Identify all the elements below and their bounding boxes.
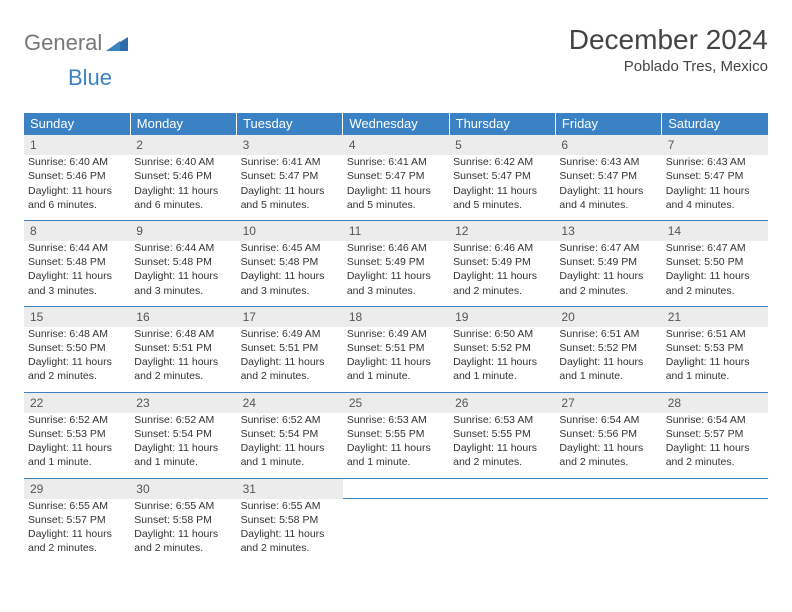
- day-info-row: Sunrise: 6:52 AMSunset: 5:53 PMDaylight:…: [24, 413, 768, 478]
- day-info: Sunrise: 6:41 AMSunset: 5:47 PMDaylight:…: [237, 155, 343, 220]
- day-info: Sunrise: 6:52 AMSunset: 5:54 PMDaylight:…: [130, 413, 236, 478]
- weekday-header: Sunday: [24, 113, 130, 135]
- logo: General: [24, 30, 112, 56]
- empty-cell: [662, 478, 768, 499]
- day-info: Sunrise: 6:54 AMSunset: 5:57 PMDaylight:…: [662, 413, 768, 478]
- day-number: 28: [662, 392, 768, 413]
- weekday-header-row: SundayMondayTuesdayWednesdayThursdayFrid…: [24, 113, 768, 135]
- day-info: Sunrise: 6:45 AMSunset: 5:48 PMDaylight:…: [237, 241, 343, 306]
- weekday-header: Wednesday: [343, 113, 449, 135]
- day-number: 8: [24, 220, 130, 241]
- day-info: Sunrise: 6:46 AMSunset: 5:49 PMDaylight:…: [343, 241, 449, 306]
- day-number: 17: [237, 306, 343, 327]
- empty-cell: [343, 499, 449, 564]
- day-info: Sunrise: 6:53 AMSunset: 5:55 PMDaylight:…: [449, 413, 555, 478]
- day-info: Sunrise: 6:40 AMSunset: 5:46 PMDaylight:…: [24, 155, 130, 220]
- weekday-header: Friday: [555, 113, 661, 135]
- day-number: 29: [24, 478, 130, 499]
- day-info: Sunrise: 6:54 AMSunset: 5:56 PMDaylight:…: [555, 413, 661, 478]
- month-title: December 2024: [569, 24, 768, 56]
- empty-cell: [555, 499, 661, 564]
- empty-cell: [555, 478, 661, 499]
- day-number: 6: [555, 135, 661, 156]
- day-info: Sunrise: 6:41 AMSunset: 5:47 PMDaylight:…: [343, 155, 449, 220]
- day-info: Sunrise: 6:46 AMSunset: 5:49 PMDaylight:…: [449, 241, 555, 306]
- empty-cell: [662, 499, 768, 564]
- day-number: 25: [343, 392, 449, 413]
- day-info-row: Sunrise: 6:40 AMSunset: 5:46 PMDaylight:…: [24, 155, 768, 220]
- day-info: Sunrise: 6:43 AMSunset: 5:47 PMDaylight:…: [555, 155, 661, 220]
- day-number: 27: [555, 392, 661, 413]
- day-info: Sunrise: 6:42 AMSunset: 5:47 PMDaylight:…: [449, 155, 555, 220]
- day-number: 11: [343, 220, 449, 241]
- day-number: 15: [24, 306, 130, 327]
- day-number: 26: [449, 392, 555, 413]
- day-info: Sunrise: 6:51 AMSunset: 5:53 PMDaylight:…: [662, 327, 768, 392]
- day-number: 22: [24, 392, 130, 413]
- day-number: 23: [130, 392, 236, 413]
- empty-cell: [449, 499, 555, 564]
- day-info: Sunrise: 6:55 AMSunset: 5:58 PMDaylight:…: [130, 499, 236, 564]
- day-number: 4: [343, 135, 449, 156]
- day-info: Sunrise: 6:49 AMSunset: 5:51 PMDaylight:…: [237, 327, 343, 392]
- weekday-header: Tuesday: [237, 113, 343, 135]
- day-info: Sunrise: 6:40 AMSunset: 5:46 PMDaylight:…: [130, 155, 236, 220]
- logo-word1: General: [24, 30, 102, 56]
- day-number: 5: [449, 135, 555, 156]
- day-info: Sunrise: 6:53 AMSunset: 5:55 PMDaylight:…: [343, 413, 449, 478]
- day-number: 24: [237, 392, 343, 413]
- day-number: 9: [130, 220, 236, 241]
- day-number: 30: [130, 478, 236, 499]
- day-info: Sunrise: 6:55 AMSunset: 5:57 PMDaylight:…: [24, 499, 130, 564]
- day-info: Sunrise: 6:49 AMSunset: 5:51 PMDaylight:…: [343, 327, 449, 392]
- day-info: Sunrise: 6:44 AMSunset: 5:48 PMDaylight:…: [24, 241, 130, 306]
- day-info-row: Sunrise: 6:48 AMSunset: 5:50 PMDaylight:…: [24, 327, 768, 392]
- day-number-row: 891011121314: [24, 220, 768, 241]
- day-number: 19: [449, 306, 555, 327]
- day-number: 20: [555, 306, 661, 327]
- day-number-row: 1234567: [24, 135, 768, 156]
- day-info: Sunrise: 6:50 AMSunset: 5:52 PMDaylight:…: [449, 327, 555, 392]
- day-number: 16: [130, 306, 236, 327]
- logo-word2: Blue: [68, 65, 112, 90]
- day-number: 14: [662, 220, 768, 241]
- day-number: 10: [237, 220, 343, 241]
- day-number: 3: [237, 135, 343, 156]
- day-info: Sunrise: 6:52 AMSunset: 5:54 PMDaylight:…: [237, 413, 343, 478]
- day-number: 21: [662, 306, 768, 327]
- day-number: 13: [555, 220, 661, 241]
- day-info: Sunrise: 6:43 AMSunset: 5:47 PMDaylight:…: [662, 155, 768, 220]
- day-number: 2: [130, 135, 236, 156]
- day-info: Sunrise: 6:48 AMSunset: 5:50 PMDaylight:…: [24, 327, 130, 392]
- weekday-header: Monday: [130, 113, 236, 135]
- day-info: Sunrise: 6:55 AMSunset: 5:58 PMDaylight:…: [237, 499, 343, 564]
- day-info: Sunrise: 6:44 AMSunset: 5:48 PMDaylight:…: [130, 241, 236, 306]
- empty-cell: [449, 478, 555, 499]
- day-info: Sunrise: 6:48 AMSunset: 5:51 PMDaylight:…: [130, 327, 236, 392]
- day-info: Sunrise: 6:47 AMSunset: 5:50 PMDaylight:…: [662, 241, 768, 306]
- day-number: 12: [449, 220, 555, 241]
- logo-triangle-icon: [106, 35, 128, 51]
- day-number-row: 22232425262728: [24, 392, 768, 413]
- day-number: 1: [24, 135, 130, 156]
- calendar-table: SundayMondayTuesdayWednesdayThursdayFrid…: [24, 113, 768, 563]
- day-number: 7: [662, 135, 768, 156]
- day-number: 31: [237, 478, 343, 499]
- day-number: 18: [343, 306, 449, 327]
- day-number-row: 15161718192021: [24, 306, 768, 327]
- day-info-row: Sunrise: 6:44 AMSunset: 5:48 PMDaylight:…: [24, 241, 768, 306]
- weekday-header: Thursday: [449, 113, 555, 135]
- empty-cell: [343, 478, 449, 499]
- weekday-header: Saturday: [662, 113, 768, 135]
- day-info: Sunrise: 6:51 AMSunset: 5:52 PMDaylight:…: [555, 327, 661, 392]
- day-number-row: 293031: [24, 478, 768, 499]
- day-info: Sunrise: 6:52 AMSunset: 5:53 PMDaylight:…: [24, 413, 130, 478]
- day-info: Sunrise: 6:47 AMSunset: 5:49 PMDaylight:…: [555, 241, 661, 306]
- day-info-row: Sunrise: 6:55 AMSunset: 5:57 PMDaylight:…: [24, 499, 768, 564]
